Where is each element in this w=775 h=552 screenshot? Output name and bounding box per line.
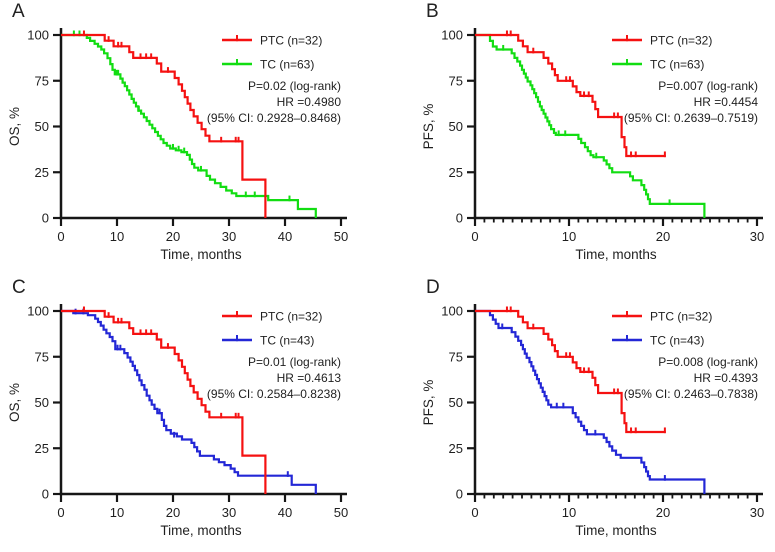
svg-text:30: 30 [750,505,764,520]
svg-text:P=0.007 (log-rank): P=0.007 (log-rank) [658,79,758,93]
svg-text:PFS, %: PFS, % [421,104,436,150]
svg-text:50: 50 [449,395,463,410]
svg-text:75: 75 [35,349,49,364]
svg-text:Time, months: Time, months [160,523,242,538]
svg-text:100: 100 [27,304,49,319]
panel-label-D: D [426,277,441,298]
panel-label-A: A [12,1,26,22]
svg-text:(95% CI: 0.2584–0.8238): (95% CI: 0.2584–0.8238) [207,387,341,401]
svg-text:50: 50 [35,119,49,134]
panel-D: D 0 25 50 75 100 0 10 20 30 Time, months PFS, % PTC… [388,276,775,552]
svg-text:Time, months: Time, months [160,247,242,262]
svg-text:20: 20 [656,229,670,244]
svg-text:25: 25 [35,165,49,180]
svg-text:30: 30 [222,229,236,244]
svg-text:(95% CI: 0.2928–0.8468): (95% CI: 0.2928–0.8468) [207,111,341,125]
svg-text:Time, months: Time, months [575,523,657,538]
svg-text:0: 0 [57,505,64,520]
svg-text:HR =0.4454: HR =0.4454 [694,95,759,109]
svg-text:TC (n=43): TC (n=43) [260,334,314,348]
svg-text:0: 0 [456,487,463,502]
svg-text:(95% CI: 0.2639–0.7519): (95% CI: 0.2639–0.7519) [624,111,758,125]
svg-text:HR =0.4393: HR =0.4393 [694,371,759,385]
svg-text:0: 0 [471,229,478,244]
svg-text:25: 25 [449,165,463,180]
svg-text:40: 40 [278,505,292,520]
panel-label-C: C [12,277,27,298]
svg-text:OS, %: OS, % [7,383,22,422]
km-plot-os-ptc-vs-tc63: 0 25 50 75 100 0 10 20 30 40 50 Time, months OS, % PT… [7,28,348,263]
svg-text:TC (n=63): TC (n=63) [260,58,314,72]
svg-text:0: 0 [42,487,49,502]
svg-text:0: 0 [456,211,463,226]
svg-text:20: 20 [166,505,180,520]
svg-text:10: 10 [110,229,124,244]
svg-text:75: 75 [35,73,49,88]
svg-text:20: 20 [166,229,180,244]
svg-text:(95% CI: 0.2463–0.7838): (95% CI: 0.2463–0.7838) [624,387,758,401]
km-plot-os-ptc-vs-tc43: 0 25 50 75 100 0 10 20 30 40 50 Time, months OS, % PT… [7,304,348,539]
svg-text:0: 0 [471,505,478,520]
svg-text:PTC (n=32): PTC (n=32) [650,310,712,324]
svg-text:20: 20 [656,505,670,520]
svg-text:30: 30 [222,505,236,520]
svg-text:10: 10 [110,505,124,520]
svg-text:30: 30 [750,229,764,244]
km-plot-pfs-ptc-vs-tc63: 0 25 50 75 100 0 10 20 30 Time, months PFS, % PTC (… [421,28,764,263]
svg-text:PTC (n=32): PTC (n=32) [650,34,712,48]
svg-text:Time, months: Time, months [575,247,657,262]
svg-text:50: 50 [35,395,49,410]
svg-text:P=0.02 (log-rank): P=0.02 (log-rank) [248,79,341,93]
svg-text:P=0.008 (log-rank): P=0.008 (log-rank) [658,355,758,369]
svg-text:0: 0 [57,229,64,244]
svg-text:100: 100 [441,304,463,319]
panel-label-B: B [426,1,440,22]
svg-text:25: 25 [35,441,49,456]
svg-text:HR =0.4613: HR =0.4613 [277,371,342,385]
panel-B: B 0 25 50 75 100 0 10 20 30 Time, months PFS, % PTC… [388,0,775,276]
svg-text:P=0.01 (log-rank): P=0.01 (log-rank) [248,355,341,369]
svg-text:PFS, %: PFS, % [421,380,436,426]
svg-text:TC (n=63): TC (n=63) [650,58,704,72]
svg-text:50: 50 [449,119,463,134]
svg-text:50: 50 [334,229,348,244]
svg-text:TC (n=43): TC (n=43) [650,334,704,348]
svg-text:HR =0.4980: HR =0.4980 [277,95,342,109]
km-plot-pfs-ptc-vs-tc43: 0 25 50 75 100 0 10 20 30 Time, months PFS, % PTC (… [421,304,764,539]
svg-text:100: 100 [441,28,463,43]
svg-text:75: 75 [449,73,463,88]
svg-text:100: 100 [27,28,49,43]
svg-text:PTC (n=32): PTC (n=32) [260,310,322,324]
svg-text:PTC (n=32): PTC (n=32) [260,34,322,48]
svg-text:10: 10 [562,229,576,244]
panel-C: C 0 25 50 75 100 0 10 20 30 40 50 Time, months OS, %… [0,276,388,552]
svg-text:OS, %: OS, % [7,107,22,146]
svg-text:25: 25 [449,441,463,456]
svg-text:75: 75 [449,349,463,364]
svg-text:0: 0 [42,211,49,226]
svg-text:10: 10 [562,505,576,520]
panel-A: A 0 25 50 75 100 0 10 20 30 40 50 Time, months OS, %… [0,0,388,276]
svg-text:50: 50 [334,505,348,520]
svg-text:40: 40 [278,229,292,244]
